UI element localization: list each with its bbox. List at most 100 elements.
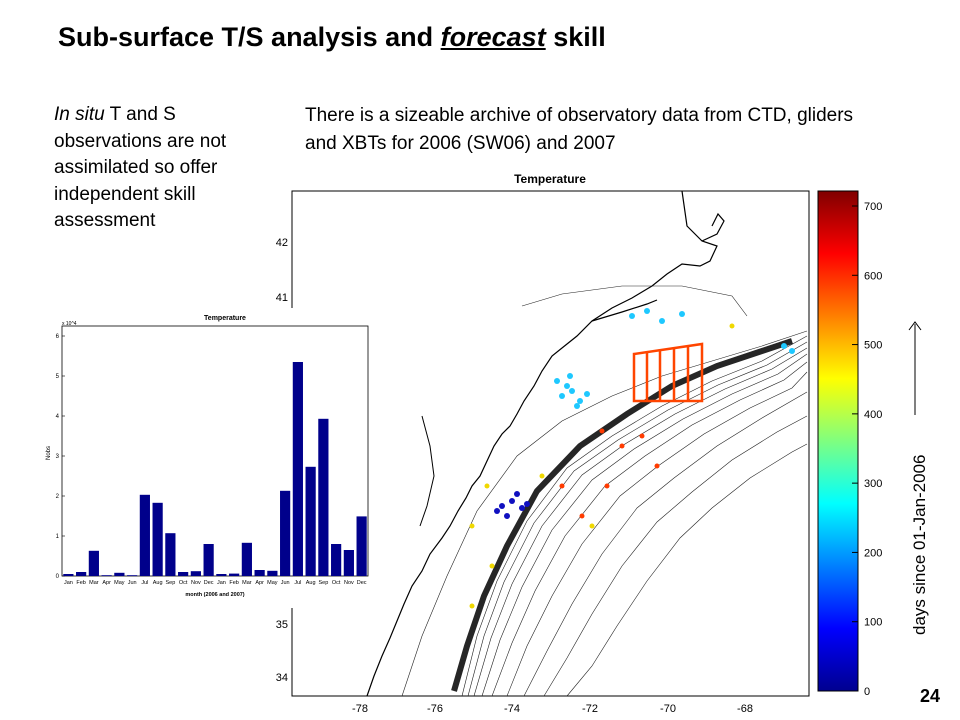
colorbar-tick-label: 700 xyxy=(864,201,882,213)
map-x-tick-label: -74 xyxy=(504,703,520,715)
left-note: In situ T and S observations are not ass… xyxy=(54,102,264,235)
bar-x-tick-label: Feb xyxy=(76,580,85,586)
bar xyxy=(292,362,303,576)
temperature-map: -78 -76 -74 -72 -70 -68 42 41 35 34 0 100 200 300 40… xyxy=(276,190,882,715)
bar-x-tick-label: Sep xyxy=(165,580,175,586)
bar xyxy=(165,533,176,576)
bar xyxy=(114,572,125,576)
bar xyxy=(267,570,278,576)
page-number: 24 xyxy=(920,686,941,706)
long-island xyxy=(591,299,658,322)
bar-x-ticks: Jan Feb Mar Apr May Jun Jul Aug Sep Oct Nov Dec Jan F… xyxy=(64,580,367,586)
colorbar-tick-label: 100 xyxy=(864,617,882,629)
colorbar-tick-label: 600 xyxy=(864,270,882,282)
bar-y-tick-label: 0 xyxy=(56,574,60,580)
map-x-ticks: -78 -76 -74 -72 -70 -68 xyxy=(352,703,753,715)
map-y-ticks: 42 41 35 34 xyxy=(276,237,288,684)
days-label: days since 01-Jan-2006 xyxy=(908,321,929,635)
bar-x-tick-label: Oct xyxy=(179,580,188,586)
bar xyxy=(76,572,87,576)
bar xyxy=(152,502,163,576)
bar xyxy=(88,550,99,576)
colorbar-tick-label: 0 xyxy=(864,686,870,698)
bar xyxy=(63,574,74,576)
bar-x-tick-label: Jun xyxy=(128,580,137,586)
colorbar-ticks: 0 100 200 300 400 500 600 700 xyxy=(852,201,882,698)
map-y-tick-label: 42 xyxy=(276,237,288,249)
colorbar-tick-label: 400 xyxy=(864,409,882,421)
bar-y-tick-label: 6 xyxy=(56,334,60,340)
bar-chart-xlabel: month (2006 and 2007) xyxy=(185,592,244,598)
map-y-tick-label: 35 xyxy=(276,619,288,631)
shelf-break xyxy=(451,338,793,692)
map-title: Temperature xyxy=(514,172,586,186)
obs-cyan xyxy=(554,308,795,409)
bar xyxy=(216,574,227,576)
bar-y-tick-label: 3 xyxy=(56,454,60,460)
map-x-tick-label: -76 xyxy=(427,703,443,715)
bar xyxy=(178,572,189,576)
left-note-rest: T and S observations are not assimilated… xyxy=(54,104,227,231)
colorbar xyxy=(817,190,859,692)
colorbar-tick-label: 300 xyxy=(864,478,882,490)
map-x-tick-label: -72 xyxy=(582,703,598,715)
bar-x-tick-label: Nov xyxy=(191,580,201,586)
bar xyxy=(190,571,201,576)
bar-x-tick-label: Jan xyxy=(64,580,73,586)
bar-y-tick-label: 5 xyxy=(56,374,60,380)
map-x-tick-label: -68 xyxy=(737,703,753,715)
bar-x-tick-label: May xyxy=(114,580,125,586)
bar-x-tick-label: Feb xyxy=(229,580,238,586)
bar-chart-axes xyxy=(61,325,369,577)
bar-x-tick-label: Jan xyxy=(217,580,226,586)
bar-x-tick-label: Dec xyxy=(357,580,367,586)
bar-x-tick-label: Jul xyxy=(294,580,301,586)
bar-y-tick-label: 2 xyxy=(56,494,60,500)
bar xyxy=(229,573,240,576)
archive-text: There is a sizeable archive of observato… xyxy=(305,105,854,154)
colorbar-tick-label: 200 xyxy=(864,547,882,559)
bar xyxy=(241,542,252,576)
slide-title-main: Sub-surface T/S analysis and xyxy=(58,22,441,52)
map-frame xyxy=(291,190,810,697)
colorbar-tick-label: 500 xyxy=(864,340,882,352)
bar-x-tick-label: Jun xyxy=(281,580,290,586)
bar-x-tick-label: Aug xyxy=(153,580,163,586)
bar-x-tick-label: Jul xyxy=(141,580,148,586)
days-label-text: days since 01-Jan-2006 xyxy=(910,454,929,635)
bar-x-tick-label: Mar xyxy=(89,580,99,586)
slide-title-emphasis: forecast xyxy=(440,22,546,52)
bar-x-tick-label: Dec xyxy=(204,580,214,586)
bar xyxy=(343,550,354,576)
bar-y-tick-label: 1 xyxy=(56,534,60,540)
bar xyxy=(305,466,316,576)
left-note-italic: In situ xyxy=(54,104,105,125)
slide-title-end: skill xyxy=(545,22,606,52)
map-x-tick-label: -78 xyxy=(352,703,368,715)
obs-yellow xyxy=(469,323,735,609)
bar xyxy=(280,490,291,576)
bar xyxy=(203,544,214,576)
obs-warm xyxy=(559,428,660,519)
bar-x-tick-label: Apr xyxy=(102,580,111,586)
bar xyxy=(254,570,265,576)
bar-chart-title: Temperature xyxy=(204,315,246,322)
bar-chart-ylabel: Nobs xyxy=(46,446,52,460)
bar-chart-exponent: x 10^4 xyxy=(62,321,77,327)
bar-x-tick-label: Oct xyxy=(332,580,341,586)
bar-x-tick-label: May xyxy=(267,580,278,586)
bar xyxy=(139,494,150,576)
bar xyxy=(356,516,367,576)
coastline xyxy=(366,190,718,697)
bar-x-tick-label: Sep xyxy=(318,580,328,586)
bars xyxy=(63,362,367,576)
bar xyxy=(101,575,112,576)
bar-x-tick-label: Mar xyxy=(242,580,252,586)
map-y-tick-label: 34 xyxy=(276,672,288,684)
bar xyxy=(331,544,342,576)
bar-x-tick-label: Aug xyxy=(306,580,316,586)
map-y-tick-label: 41 xyxy=(276,292,288,304)
bar xyxy=(127,575,138,576)
days-arrow-head xyxy=(908,321,922,331)
bar-x-tick-label: Nov xyxy=(344,580,354,586)
